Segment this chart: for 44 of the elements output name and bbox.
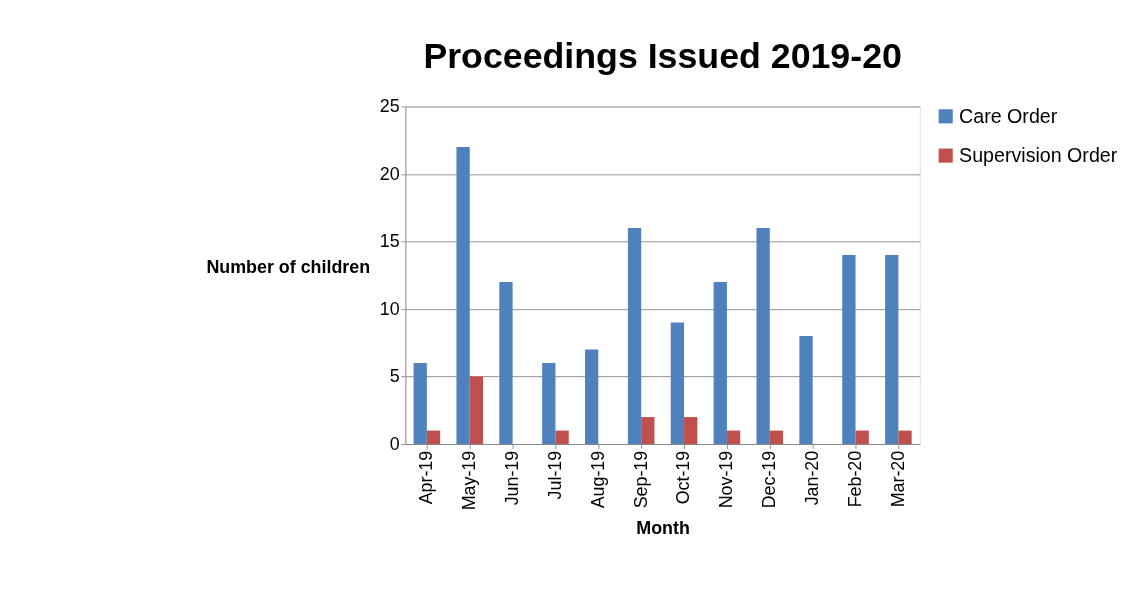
x-tick-label: May-19 xyxy=(459,450,480,511)
x-tick-label: Apr-19 xyxy=(416,450,437,505)
bar xyxy=(542,363,556,445)
y-tick-label: 10 xyxy=(379,298,400,319)
x-tick-label: Aug-19 xyxy=(587,450,608,509)
bar xyxy=(456,147,470,445)
bar xyxy=(842,255,856,445)
x-tick-label: Dec-19 xyxy=(759,450,780,509)
x-axis-title: Month xyxy=(636,517,690,538)
bar xyxy=(585,349,599,445)
bar xyxy=(756,228,770,445)
x-tick-label: Jun-19 xyxy=(501,450,522,506)
bar xyxy=(670,322,685,445)
bar xyxy=(898,430,912,445)
x-tick-label: Sep-19 xyxy=(630,450,651,509)
bar xyxy=(713,282,727,445)
y-tick-label: 25 xyxy=(379,96,400,117)
bar xyxy=(469,376,484,445)
x-tick-label: Oct-19 xyxy=(673,450,694,505)
y-axis-title: Number of children xyxy=(206,257,371,278)
bar xyxy=(555,430,569,445)
y-tick-label: 15 xyxy=(379,231,400,252)
legend-label: Supervision Order xyxy=(959,143,1118,166)
x-tick-label: Mar-20 xyxy=(887,450,908,508)
y-tick-label: 20 xyxy=(379,163,400,184)
bar xyxy=(627,228,642,445)
x-tick-label: Nov-19 xyxy=(716,450,737,509)
x-tick-label: Jul-19 xyxy=(544,450,565,500)
bar xyxy=(684,417,698,445)
bar xyxy=(855,430,869,445)
bar xyxy=(769,430,784,445)
bar xyxy=(413,363,427,445)
bar xyxy=(799,336,813,445)
legend-label: Care Order xyxy=(959,104,1058,127)
bar xyxy=(426,430,441,445)
x-tick-label: Jan-20 xyxy=(802,450,823,506)
x-tick-label: Feb-20 xyxy=(844,450,865,508)
y-tick-label: 0 xyxy=(389,433,400,454)
bar xyxy=(885,255,899,445)
y-tick-label: 5 xyxy=(389,366,400,387)
bar xyxy=(499,282,513,445)
chart-title: Proceedings Issued 2019-20 xyxy=(423,36,902,77)
bar xyxy=(641,417,655,445)
bar xyxy=(726,430,741,445)
